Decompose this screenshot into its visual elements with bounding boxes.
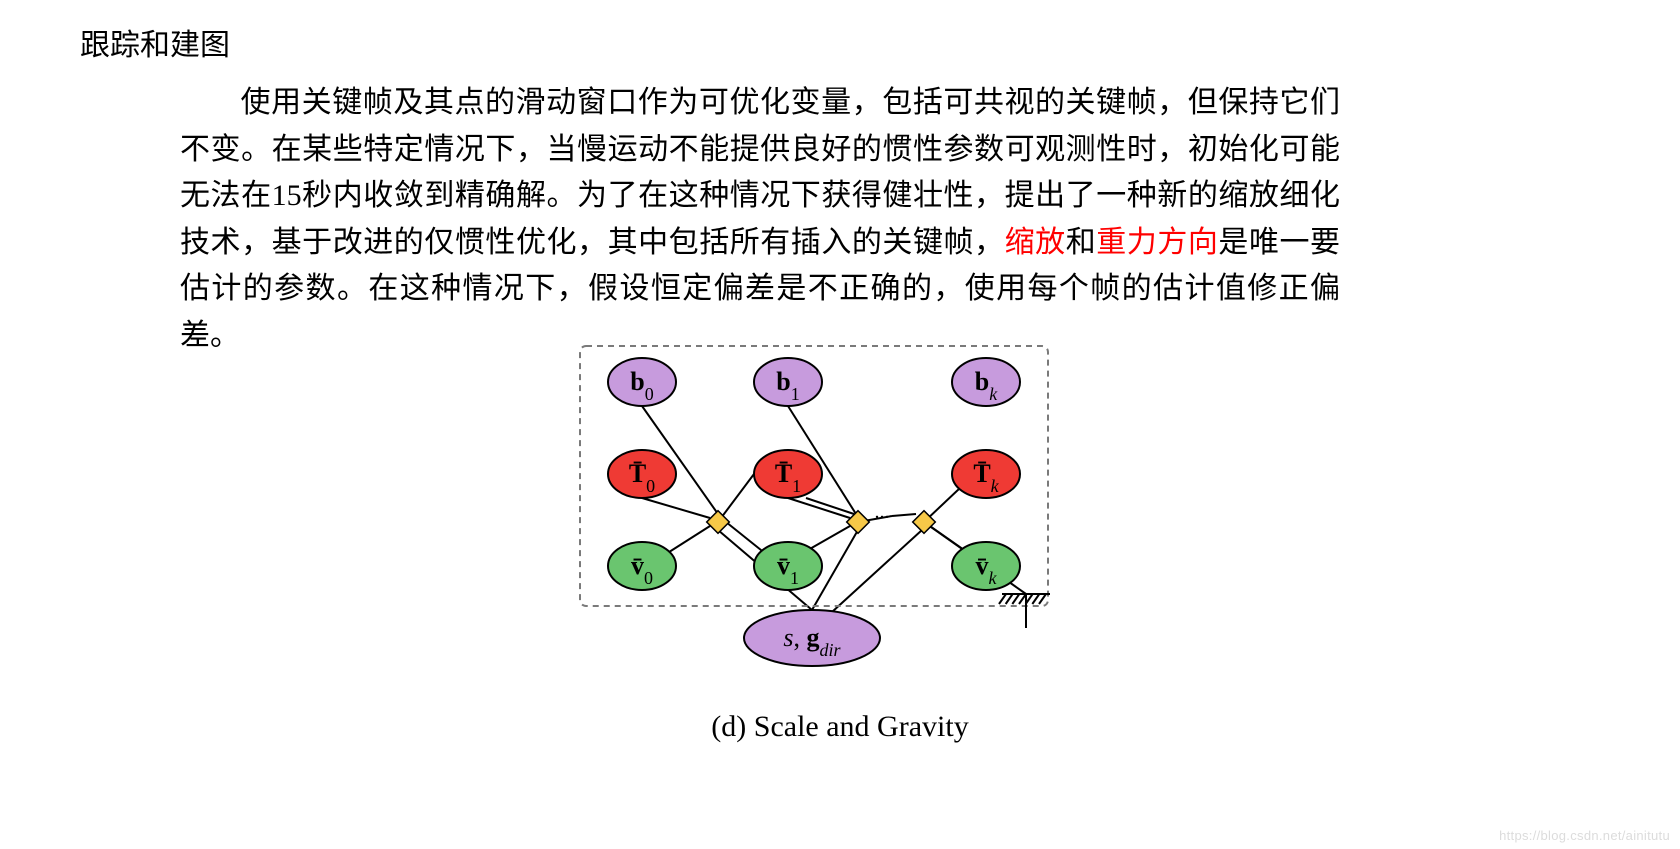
section-heading: 跟踪和建图 bbox=[80, 20, 230, 64]
para-highlight-gravity: 重力方向 bbox=[1096, 226, 1218, 259]
svg-text:...: ... bbox=[875, 501, 890, 523]
watermark-text: https://blog.csdn.net/ainitutu bbox=[1499, 828, 1670, 843]
factor-graph-figure: ...b0b1bkT̄0T̄1T̄kv̄0v̄1v̄ks, gdir bbox=[550, 338, 1070, 668]
figure-caption: (d) Scale and Gravity bbox=[0, 710, 1680, 744]
para-highlight-scale: 缩放 bbox=[1005, 226, 1066, 259]
para-seg2: 和 bbox=[1066, 226, 1097, 259]
body-paragraph: 使用关键帧及其点的滑动窗口作为可优化变量，包括可共视的关键帧，但保持它们不变。在… bbox=[180, 80, 1340, 359]
